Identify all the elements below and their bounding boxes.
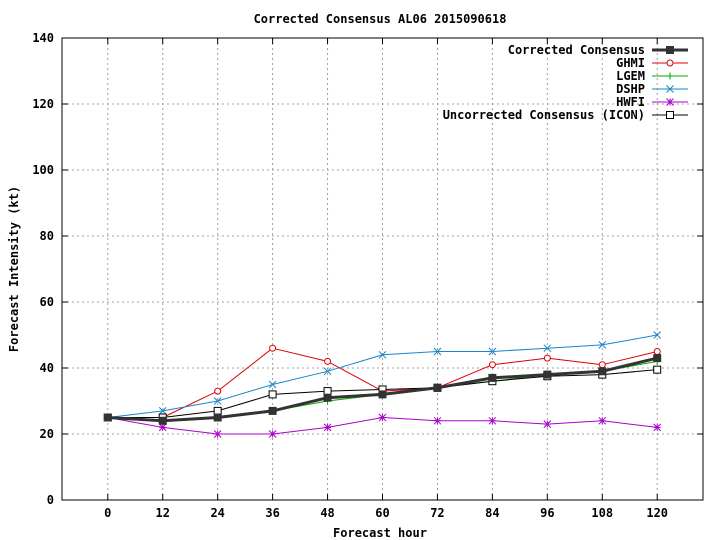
chart-title: Corrected Consensus AL06 2015090618 xyxy=(254,12,507,26)
data-point xyxy=(543,420,552,428)
legend-label: Uncorrected Consensus (ICON) xyxy=(443,108,645,122)
data-point xyxy=(268,390,277,399)
x-tick-label: 48 xyxy=(320,506,334,520)
x-axis-label: Forecast hour xyxy=(333,526,427,540)
legend-label: DSHP xyxy=(616,82,645,96)
data-point xyxy=(268,430,277,438)
x-tick-label: 72 xyxy=(430,506,444,520)
data-point xyxy=(543,370,552,379)
series-corrected-consensus xyxy=(103,354,662,425)
legend-entry: Corrected Consensus xyxy=(508,43,688,57)
data-point xyxy=(598,416,607,425)
legend-label: GHMI xyxy=(616,56,645,70)
x-tick-label: 24 xyxy=(210,506,224,520)
data-point xyxy=(323,423,332,432)
data-point xyxy=(158,407,167,415)
data-point xyxy=(666,46,674,54)
data-point xyxy=(433,383,442,392)
y-tick-label: 80 xyxy=(40,229,54,243)
legend-entry: DSHP xyxy=(616,82,688,96)
legend-label: HWFI xyxy=(616,95,645,109)
data-point xyxy=(158,416,167,425)
x-tick-label: 108 xyxy=(591,506,613,520)
data-point xyxy=(666,72,674,80)
legend-entry: Uncorrected Consensus (ICON) xyxy=(443,108,688,122)
y-tick-label: 60 xyxy=(40,295,54,309)
data-point xyxy=(213,397,222,405)
data-point xyxy=(666,85,674,93)
data-point xyxy=(214,387,222,395)
data-point xyxy=(666,59,674,67)
data-point xyxy=(323,387,332,396)
legend-label: LGEM xyxy=(616,69,645,83)
data-point xyxy=(213,413,222,422)
data-point xyxy=(378,350,387,359)
data-point xyxy=(653,365,662,374)
x-tick-label: 96 xyxy=(540,506,554,520)
data-point xyxy=(268,380,277,389)
x-tick-label: 84 xyxy=(485,506,499,520)
legend-label: Corrected Consensus xyxy=(508,43,645,57)
data-point xyxy=(666,111,674,119)
data-point xyxy=(269,344,277,352)
x-tick-label: 12 xyxy=(156,506,170,520)
data-point xyxy=(378,390,387,399)
data-point xyxy=(488,373,497,382)
data-point xyxy=(323,367,332,376)
data-point xyxy=(653,354,662,363)
data-point xyxy=(488,361,496,369)
x-tick-label: 60 xyxy=(375,506,389,520)
y-tick-label: 140 xyxy=(32,31,54,45)
data-point xyxy=(653,331,662,339)
data-point xyxy=(158,423,167,432)
data-point xyxy=(666,98,674,106)
data-point xyxy=(543,344,552,353)
data-point xyxy=(378,413,387,422)
plot-frame xyxy=(61,37,704,501)
y-tick-labels: 0 20 40 60 80 100 120 140 xyxy=(32,31,54,507)
series-layer xyxy=(103,331,662,438)
y-tick-label: 40 xyxy=(40,361,54,375)
data-point xyxy=(488,416,497,425)
data-point xyxy=(653,423,662,432)
data-point xyxy=(213,406,222,415)
y-tick-label: 0 xyxy=(47,493,54,507)
data-point xyxy=(323,393,332,402)
y-tick-label: 20 xyxy=(40,427,54,441)
legend: Corrected ConsensusGHMILGEMDSHPHWFIUncor… xyxy=(443,43,688,122)
data-point xyxy=(653,348,661,355)
data-point xyxy=(213,430,222,438)
data-point xyxy=(598,367,607,376)
y-axis-label: Forecast Intensity (kt) xyxy=(7,186,21,352)
x-tick-label: 120 xyxy=(646,506,668,520)
x-tick-label: 36 xyxy=(265,506,279,520)
x-tick-labels: 0 12 24 36 48 60 72 84 96 108 120 xyxy=(104,506,668,520)
data-point xyxy=(433,347,442,356)
series-dshp xyxy=(103,331,662,422)
data-point xyxy=(268,406,277,415)
legend-entry: GHMI xyxy=(616,56,688,70)
data-point xyxy=(488,347,497,356)
data-point xyxy=(103,413,112,422)
data-point xyxy=(433,416,442,425)
data-point xyxy=(598,361,606,369)
x-tick-label: 0 xyxy=(104,506,111,520)
series-line xyxy=(107,334,658,418)
y-tick-label: 120 xyxy=(32,97,54,111)
data-point xyxy=(543,354,551,362)
y-tick-label: 100 xyxy=(32,163,54,177)
legend-entry: LGEM xyxy=(616,69,688,83)
data-point xyxy=(324,357,332,365)
data-point xyxy=(598,341,607,349)
legend-entry: HWFI xyxy=(616,95,688,109)
